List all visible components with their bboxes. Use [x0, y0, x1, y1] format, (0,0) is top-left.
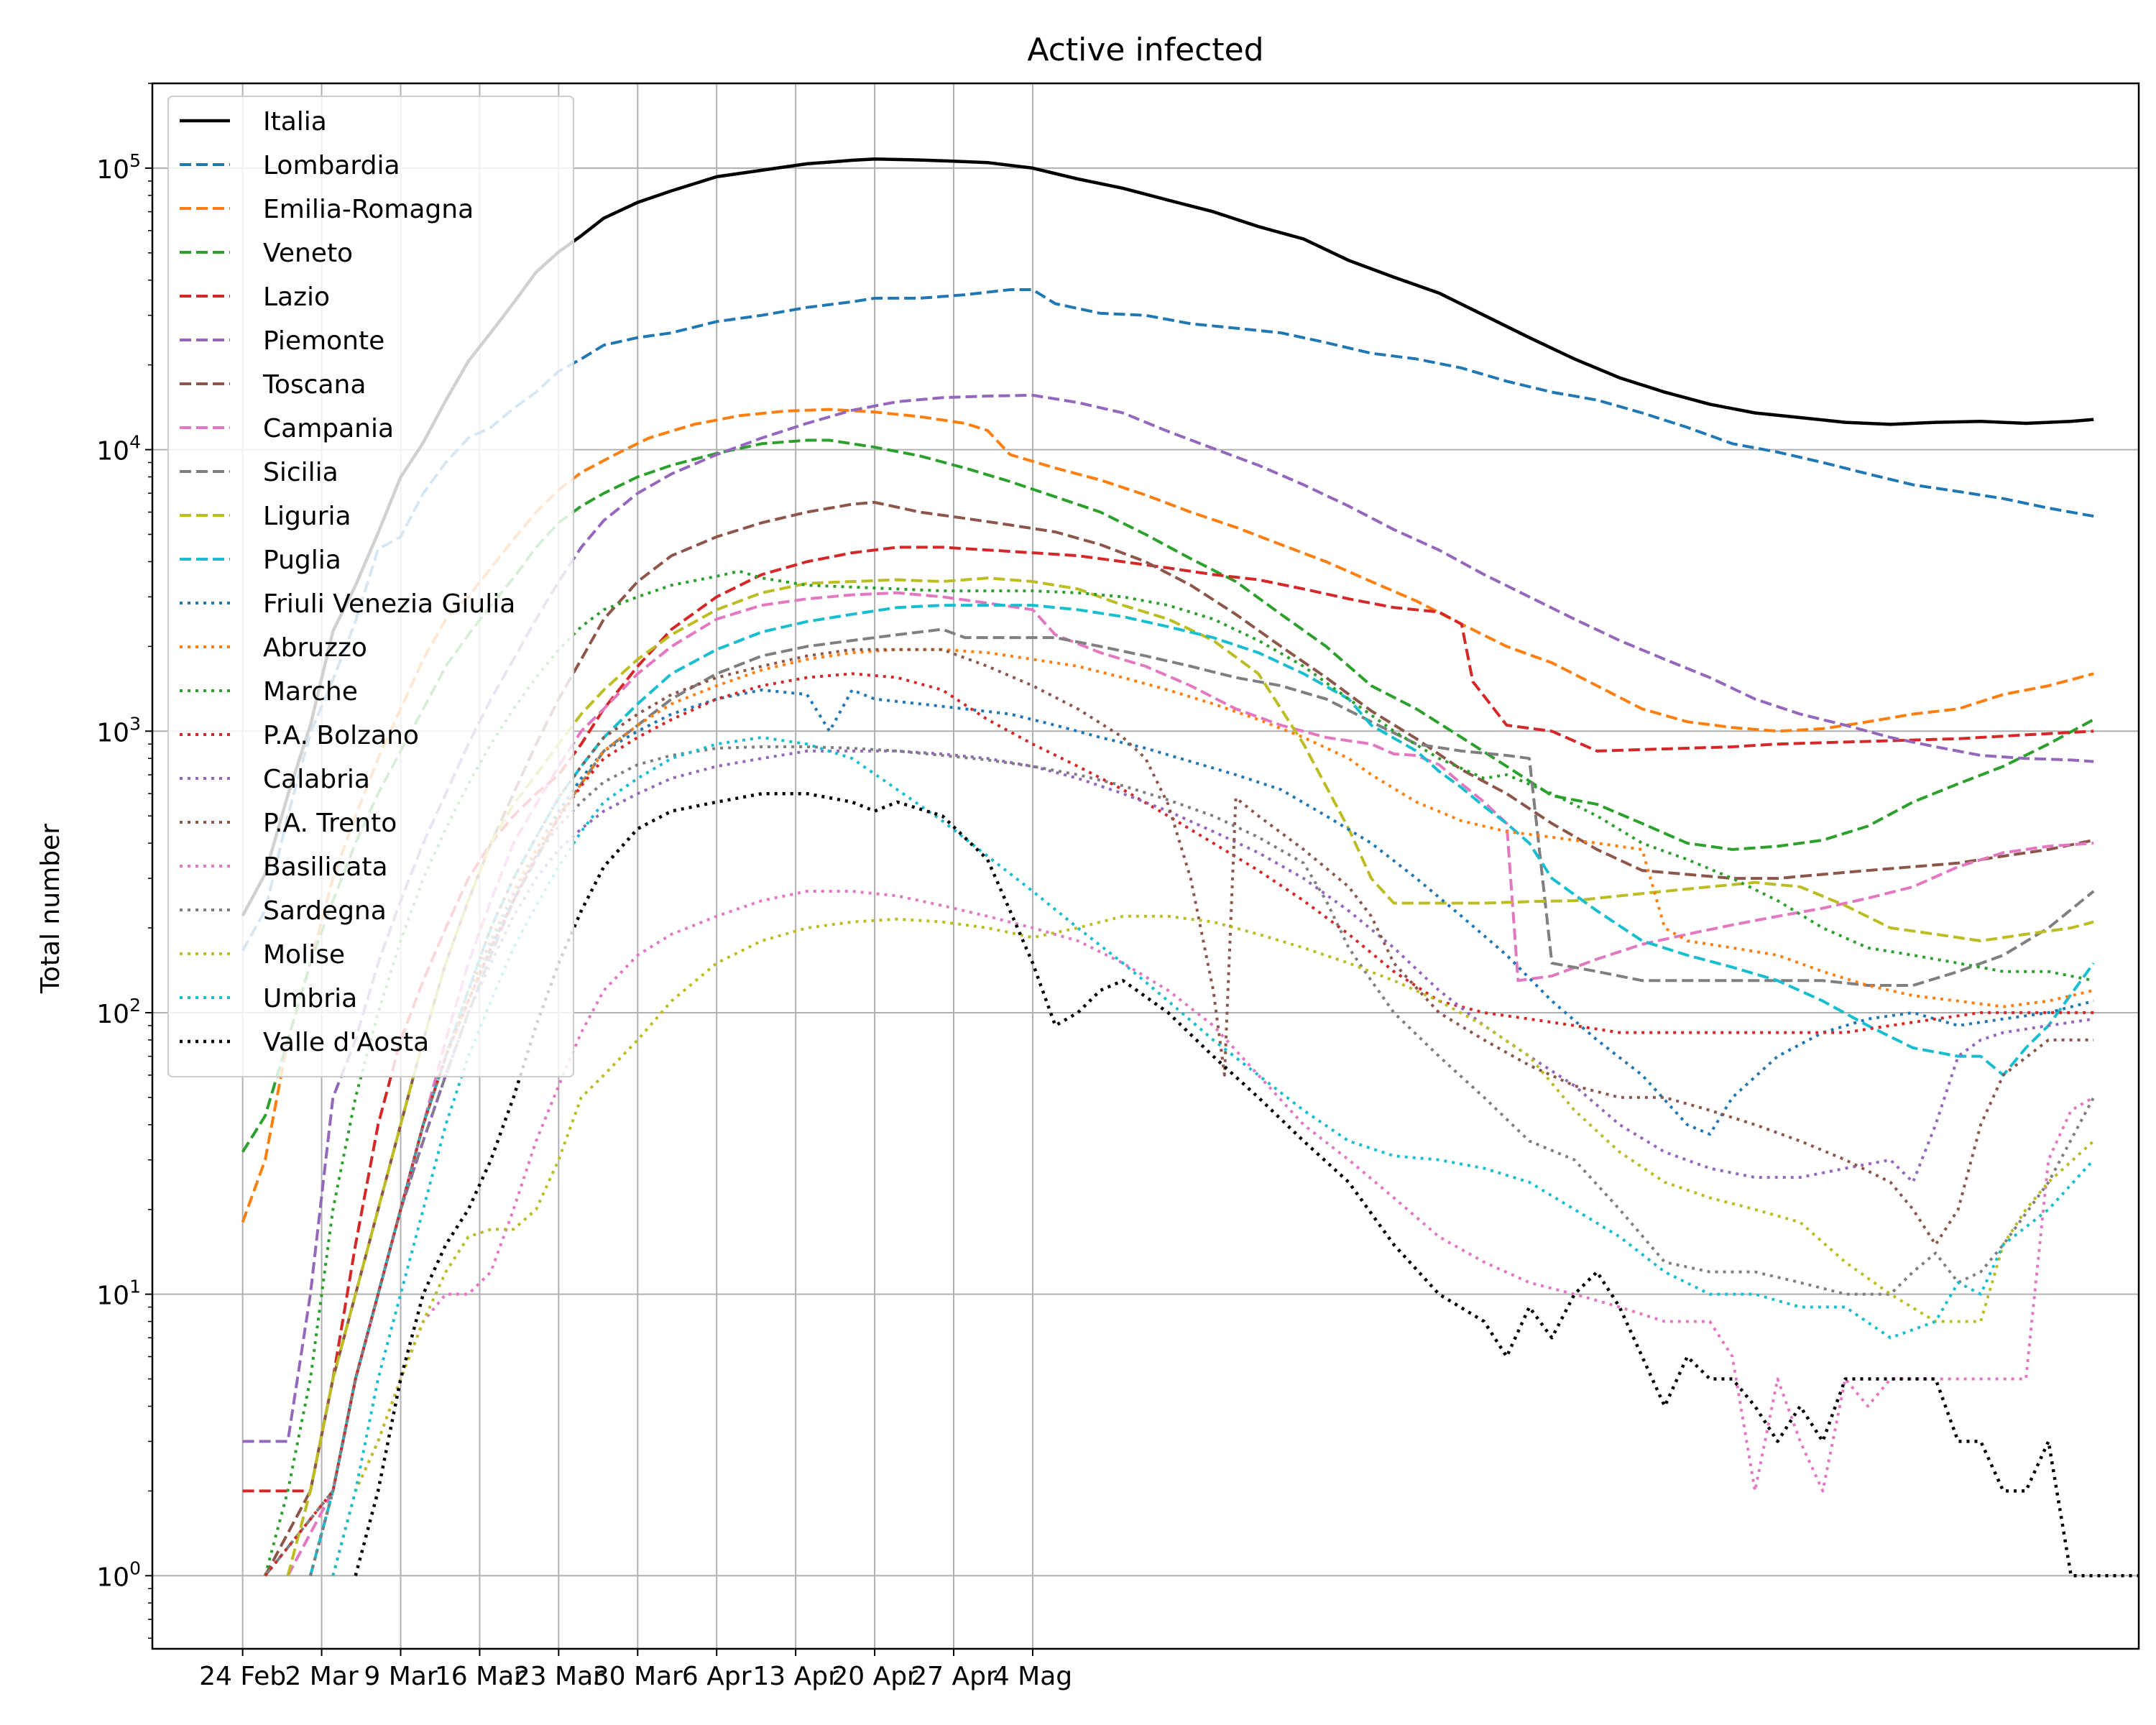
- legend-label: P.A. Bolzano: [263, 721, 419, 750]
- y-tick-label: 102: [96, 995, 141, 1029]
- legend-label: Lazio: [263, 282, 330, 312]
- series-line: [310, 650, 2093, 1576]
- legend-label: Marche: [263, 677, 358, 707]
- legend-label: Italia: [263, 107, 327, 137]
- series-line: [310, 650, 2093, 1576]
- legend: Italia Lombardia Emilia-Romagna Veneto Lazio…: [168, 96, 573, 1077]
- legend-label: Liguria: [263, 502, 351, 531]
- series-line: [356, 794, 2156, 1576]
- x-tick-label: 20 Apr: [831, 1662, 918, 1691]
- legend-label: Toscana: [262, 370, 366, 400]
- x-tick-label: 24 Feb: [199, 1662, 286, 1691]
- legend-label: P.A. Trento: [263, 809, 397, 838]
- series-line: [333, 916, 2093, 1576]
- legend-label: Basilicata: [263, 852, 388, 882]
- chart-title: Active infected: [1027, 32, 1263, 68]
- legend-label: Puglia: [263, 546, 341, 575]
- legend-label: Sicilia: [263, 458, 338, 487]
- legend-label: Sardegna: [263, 896, 387, 926]
- y-tick-label: 100: [96, 1558, 141, 1592]
- series-line: [333, 737, 2093, 1576]
- series-line: [310, 747, 2093, 1576]
- x-tick-label: 4 Mag: [993, 1662, 1072, 1691]
- legend-label: Emilia-Romagna: [263, 195, 474, 224]
- x-tick-label: 2 Mar: [285, 1662, 358, 1691]
- series-line: [333, 891, 2093, 1576]
- x-tick-label: 13 Apr: [752, 1662, 839, 1691]
- x-tick-label: 9 Mar: [364, 1662, 437, 1691]
- y-tick-label: 104: [96, 432, 141, 466]
- legend-label: Veneto: [263, 239, 353, 268]
- x-tick-label: 23 Mar: [514, 1662, 604, 1691]
- legend-label: Campania: [263, 414, 394, 443]
- legend-label: Abruzzo: [263, 633, 367, 663]
- y-tick-label: 105: [96, 150, 141, 185]
- legend-label: Calabria: [263, 765, 370, 794]
- x-tick-label: 30 Mar: [593, 1662, 683, 1691]
- legend-label: Piemonte: [263, 326, 384, 356]
- series-line: [310, 690, 2093, 1576]
- legend-label: Umbria: [263, 984, 357, 1013]
- legend-box: [168, 96, 573, 1077]
- x-tick-label: 6 Apr: [682, 1662, 752, 1691]
- legend-label: Lombardia: [263, 151, 400, 180]
- legend-label: Valle d'Aosta: [263, 1028, 429, 1057]
- y-tick-label: 103: [96, 713, 141, 748]
- x-tick-label: 16 Mar: [435, 1662, 525, 1691]
- y-axis-label: Total number: [36, 824, 65, 994]
- x-tick-label: 27 Apr: [911, 1662, 997, 1691]
- y-tick-label: 101: [96, 1276, 141, 1311]
- legend-label: Friuli Venezia Giulia: [263, 589, 515, 619]
- legend-label: Molise: [263, 940, 345, 970]
